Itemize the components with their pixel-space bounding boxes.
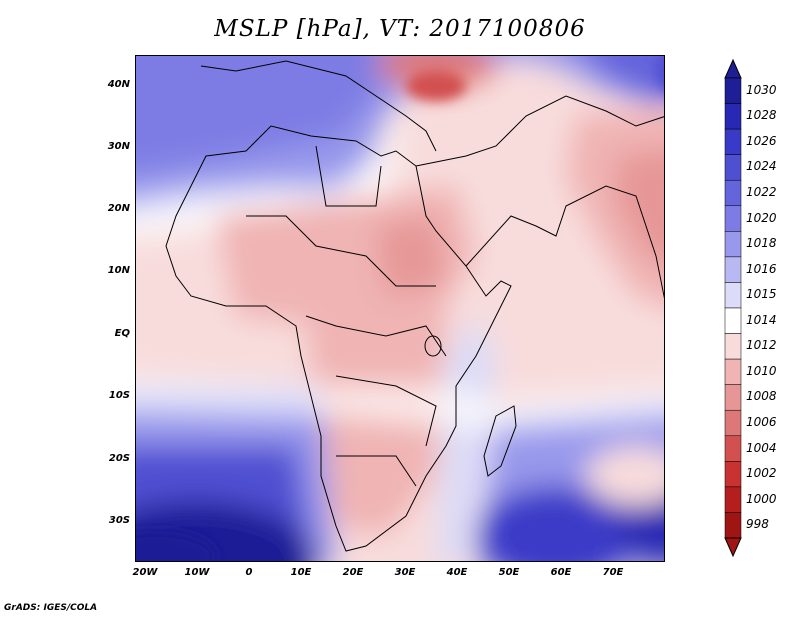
colorbar-label-1016: 1016: [746, 261, 777, 276]
colorbar-swatch-1028: [724, 103, 742, 130]
colorbar-swatch-1022: [724, 179, 742, 207]
colorbar-swatch-1000: [724, 486, 742, 513]
colorbar-label-1028: 1028: [746, 108, 777, 123]
lon-label-20w: 20W: [132, 567, 158, 578]
lat-label-30n: 30N: [107, 141, 130, 152]
colorbar-label-1022: 1022: [746, 185, 777, 199]
colorbar-label-1015: 1015: [746, 287, 777, 302]
lat-label-10s: 10S: [108, 390, 130, 401]
colorbar-label-998: 998: [746, 517, 769, 532]
colorbar-label-1004: 1004: [746, 440, 777, 455]
colorbar-swatch-1024: [724, 154, 742, 181]
lat-label-40n: 40N: [107, 79, 130, 90]
colorbar-swatch-1015: [724, 282, 742, 309]
colorbar-swatch-1004: [724, 435, 742, 462]
mslp-field-map: [136, 56, 664, 561]
lon-label-0: 0: [245, 567, 253, 578]
colorbar-label-1024: 1024: [746, 159, 777, 174]
colorbar-swatch-1020: [724, 205, 742, 232]
lat-label-eq: EQ: [114, 328, 130, 339]
lat-label-10n: 10N: [107, 265, 130, 276]
colorbar-swatch-1014: [724, 307, 742, 334]
lat-label-20n: 20N: [107, 203, 130, 214]
coastlines: [165, 60, 664, 552]
lat-label-30s: 30S: [108, 515, 130, 526]
lon-label-30e: 30E: [394, 567, 416, 578]
colorbar-swatch-1026: [724, 128, 742, 155]
lat-label-20s: 20S: [108, 453, 130, 464]
colorbar-label-1014: 1014: [746, 312, 777, 327]
colorbar-label-1008: 1008: [746, 389, 777, 404]
colorbar-swatch-1006: [724, 409, 742, 437]
colorbar-label-1002: 1002: [746, 466, 777, 481]
colorbar-swatch-1016: [724, 256, 742, 283]
colorbar-swatch-1002: [724, 461, 742, 488]
colorbar-max-arrow: [724, 58, 742, 79]
colorbar-swatch-998: [724, 512, 742, 539]
colorbar-label-1006: 1006: [746, 415, 777, 429]
credit-text: GrADS: IGES/COLA: [4, 603, 98, 613]
pressure-field-details: [136, 56, 664, 561]
mslp-map: [135, 55, 665, 562]
lon-label-60e: 60E: [550, 567, 572, 578]
colorbar-label-1030: 1030: [746, 82, 777, 97]
lon-label-40e: 40E: [446, 567, 468, 578]
colorbar-label-1010: 1010: [746, 363, 777, 378]
lon-label-10w: 10W: [184, 567, 210, 578]
colorbar-swatch-1010: [724, 358, 742, 385]
colorbar-min-arrow: [724, 537, 742, 558]
lon-label-70e: 70E: [602, 567, 624, 578]
colorbar-label-1026: 1026: [746, 133, 777, 148]
colorbar-label-1018: 1018: [746, 236, 777, 251]
lon-label-10e: 10E: [290, 567, 312, 578]
colorbar-label-1012: 1012: [746, 338, 777, 353]
colorbar-label-1000: 1000: [746, 491, 777, 506]
colorbar-swatch-1012: [724, 333, 742, 360]
lon-label-20e: 20E: [342, 567, 364, 578]
chart-title: MSLP [hPa], VT: 2017100806: [214, 16, 586, 42]
colorbar-swatch-1008: [724, 384, 742, 411]
colorbar-swatch-1018: [724, 231, 742, 258]
colorbar-label-1020: 1020: [746, 210, 777, 225]
colorbar-swatch-1030: [724, 77, 742, 104]
lon-label-50e: 50E: [498, 567, 520, 578]
colorbar: [724, 58, 742, 558]
